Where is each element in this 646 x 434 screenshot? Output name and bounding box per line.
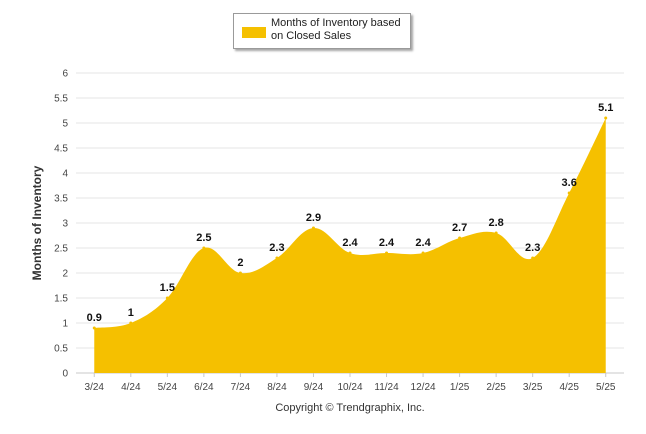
data-point (165, 296, 169, 300)
data-label: 2.3 (525, 242, 540, 254)
y-tick-label: 5 (62, 119, 68, 130)
y-tick-label: 1.5 (54, 294, 68, 305)
y-tick-label: 2.5 (54, 244, 68, 255)
data-label: 2.4 (342, 237, 358, 249)
data-label: 2 (237, 257, 243, 269)
data-label: 5.1 (598, 102, 613, 114)
x-tick-label: 11/24 (374, 382, 399, 393)
data-point (348, 251, 352, 255)
data-point (567, 191, 571, 195)
data-label: 2.5 (196, 232, 211, 244)
area-fill (94, 118, 606, 373)
data-point (202, 246, 206, 250)
y-tick-label: 4.5 (54, 144, 68, 155)
data-point (129, 321, 133, 325)
y-tick-label: 4 (62, 169, 68, 180)
x-tick-label: 10/24 (337, 382, 362, 393)
y-tick-label: 6 (62, 69, 68, 80)
data-label: 1.5 (160, 282, 175, 294)
data-point (458, 236, 462, 240)
data-label: 2.7 (452, 222, 467, 234)
data-label: 2.4 (379, 237, 395, 249)
y-tick-label: 1 (62, 319, 68, 330)
x-tick-label: 1/25 (450, 382, 470, 393)
y-tick-label: 2 (62, 269, 68, 280)
data-label: 2.9 (306, 212, 321, 224)
x-tick-label: 7/24 (231, 382, 251, 393)
x-axis-ticks: 3/24 4/24 5/24 6/24 7/24 8/24 9/24 10/24 11/24 12… (85, 373, 616, 393)
copyright-text: Copyright © Trendgraphix, Inc. (275, 402, 425, 414)
x-tick-label: 9/24 (304, 382, 324, 393)
data-label: 2.3 (269, 242, 284, 254)
x-tick-label: 4/25 (559, 382, 579, 393)
area-series (92, 116, 608, 373)
data-label: 0.9 (87, 312, 102, 324)
x-tick-label: 5/25 (596, 382, 616, 393)
legend-label: Months of Inventory based on Closed Sale… (271, 17, 401, 42)
x-tick-label: 8/24 (267, 382, 287, 393)
x-tick-label: 4/24 (121, 382, 141, 393)
data-point (604, 116, 608, 120)
y-tick-label: 0.5 (54, 344, 68, 355)
y-tick-label: 0 (62, 369, 68, 380)
x-tick-label: 5/24 (158, 382, 178, 393)
x-tick-label: 2/25 (486, 382, 506, 393)
data-point (92, 326, 96, 330)
data-point (275, 256, 279, 260)
data-point (421, 251, 425, 255)
data-label: 2.4 (415, 237, 431, 249)
legend-swatch (242, 27, 266, 38)
chart-legend: Months of Inventory based on Closed Sale… (233, 13, 411, 49)
data-label: 2.8 (488, 217, 503, 229)
data-point (311, 226, 315, 230)
x-tick-label: 12/24 (411, 382, 436, 393)
data-label: 1 (128, 307, 134, 319)
y-tick-label: 3 (62, 219, 68, 230)
data-labels: 0.9 1 1.5 2.5 2 2.3 2.9 2.4 2.4 2.4 2.7 2.8 2.3 3.6 5.… (87, 102, 614, 324)
y-axis-title: Months of Inventory (30, 165, 44, 280)
x-tick-label: 3/24 (85, 382, 105, 393)
data-point (238, 271, 242, 275)
data-point (531, 256, 535, 260)
data-label: 3.6 (562, 177, 577, 189)
data-point (494, 231, 498, 235)
x-tick-label: 6/24 (194, 382, 214, 393)
y-axis-ticks: 0 0.5 1 1.5 2 2.5 3 3.5 4 4.5 5 5.5 6 (54, 69, 68, 380)
y-tick-label: 5.5 (54, 94, 68, 105)
y-tick-label: 3.5 (54, 194, 68, 205)
data-point (385, 251, 389, 255)
x-tick-label: 3/25 (523, 382, 543, 393)
